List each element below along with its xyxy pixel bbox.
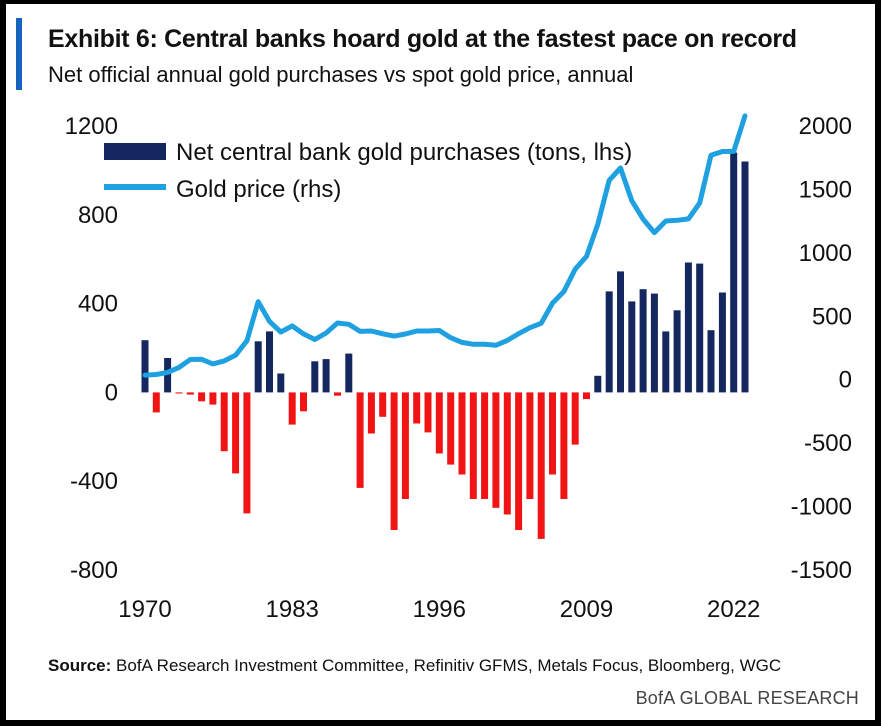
x-tick-label: 1983 (266, 596, 319, 623)
gold-price-line (142, 113, 748, 378)
bar-1988 (345, 353, 353, 393)
bar-1975 (198, 392, 206, 402)
legend-bar-label: Net central bank gold purchases (tons, l… (176, 139, 632, 166)
bar-2002 (503, 392, 511, 515)
bar-1991 (379, 392, 387, 417)
bar-2004 (526, 392, 534, 499)
chart-area: -800 -400 0 400 800 1200 -1500 -1000 -500 0 500 10… (65, 113, 852, 623)
exhibit-card: Exhibit 6: Central banks hoard gold at t… (6, 4, 875, 720)
bar-1999 (469, 392, 477, 499)
bar-1997 (447, 392, 455, 465)
bar-1978 (232, 392, 240, 474)
chart-title: Exhibit 6: Central banks hoard gold at t… (48, 25, 797, 53)
bar-2012 (617, 271, 624, 393)
bar-2021 (718, 292, 726, 393)
bar-2019 (696, 263, 704, 393)
line-series (142, 113, 748, 378)
y-right-tick-label: 1500 (799, 176, 852, 203)
bar-2017 (673, 310, 681, 393)
y-axis-right: -1500 -1000 -500 0 500 1000 1500 2000 (791, 113, 852, 584)
y-left-tick-label: -800 (70, 557, 118, 584)
bar-1990 (367, 392, 375, 434)
bar-1995 (424, 392, 432, 433)
x-axis: 1970 1983 1996 2009 2022 (118, 596, 760, 623)
source-label: Source: (48, 656, 112, 675)
legend: Net central bank gold purchases (tons, l… (104, 139, 632, 203)
bar-1971 (152, 392, 160, 413)
bar-1972 (164, 358, 172, 393)
bar-1970 (141, 340, 149, 393)
bar-1980 (254, 341, 262, 393)
bar-2014 (639, 289, 647, 393)
y-left-tick-label: 1200 (65, 113, 118, 140)
x-tick-label: 2022 (707, 596, 760, 623)
source-text: BofA Research Investment Committee, Refi… (111, 656, 782, 675)
x-tick-label: 1970 (118, 596, 171, 623)
bar-1987 (334, 392, 341, 396)
bar-2000 (481, 392, 489, 499)
bar-2016 (662, 331, 670, 393)
y-left-tick-label: 0 (105, 379, 118, 406)
bar-2008 (571, 392, 579, 445)
bar-2006 (549, 392, 556, 475)
y-right-tick-label: 2000 (799, 113, 852, 140)
bar-1983 (288, 392, 296, 425)
legend-bar-swatch (104, 143, 166, 160)
bar-1996 (435, 392, 443, 454)
bar-2011 (605, 291, 613, 393)
y-left-tick-label: 800 (78, 202, 118, 229)
y-right-tick-label: -1500 (791, 557, 852, 584)
bar-2022 (730, 152, 738, 393)
bar-1976 (209, 392, 217, 405)
bar-2013 (628, 301, 636, 393)
bar-2023 (741, 161, 749, 393)
brand-label: BofA GLOBAL RESEARCH (635, 688, 859, 708)
bar-series (141, 152, 749, 539)
bar-2018 (684, 262, 692, 393)
bar-1973 (175, 392, 183, 394)
chart-subtitle: Net official annual gold purchases vs sp… (48, 62, 634, 87)
x-tick-label: 2009 (560, 596, 613, 623)
bar-2020 (707, 330, 715, 393)
y-right-tick-label: 500 (812, 303, 852, 330)
bar-1985 (311, 361, 319, 393)
bar-1984 (300, 392, 307, 412)
bar-2010 (594, 375, 602, 393)
bar-2001 (492, 392, 500, 508)
accent-bar (16, 18, 22, 90)
bar-1974 (186, 392, 194, 395)
y-right-tick-label: 0 (839, 367, 852, 394)
bar-1979 (243, 392, 251, 514)
bar-1981 (266, 331, 273, 393)
y-right-tick-label: -500 (804, 430, 852, 457)
y-right-tick-label: 1000 (799, 240, 852, 267)
bar-2009 (583, 392, 590, 400)
legend-line-label: Gold price (rhs) (176, 176, 341, 203)
y-right-tick-label: -1000 (791, 494, 852, 521)
bar-1993 (401, 392, 409, 499)
y-left-tick-label: -400 (70, 468, 118, 495)
bar-1977 (220, 392, 228, 452)
bar-2007 (560, 392, 568, 499)
y-axis-left: -800 -400 0 400 800 1200 (65, 113, 118, 584)
bar-1994 (413, 392, 421, 424)
bar-1986 (322, 359, 330, 393)
bar-2003 (515, 392, 523, 530)
x-tick-label: 1996 (413, 596, 466, 623)
source-note: Source: BofA Research Investment Committ… (48, 656, 781, 676)
bar-1989 (356, 392, 364, 488)
y-left-tick-label: 400 (78, 291, 118, 318)
bar-1982 (277, 373, 285, 393)
bar-1998 (458, 392, 466, 475)
bar-2005 (537, 392, 545, 539)
bar-2015 (650, 293, 658, 393)
bar-1992 (390, 392, 398, 530)
